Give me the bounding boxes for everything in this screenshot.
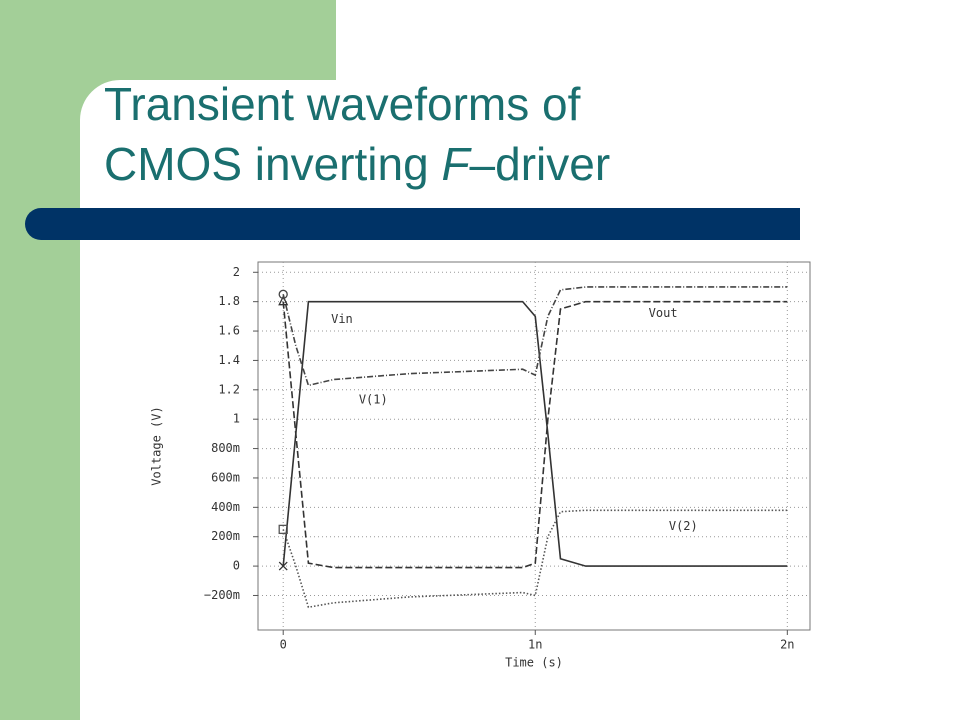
y-tick-label: 200m <box>211 529 240 543</box>
series-marker <box>278 561 288 571</box>
series-marker <box>278 289 288 299</box>
y-tick-label: 1.4 <box>218 353 240 367</box>
series-label: Vout <box>649 306 678 320</box>
y-tick-label: 1.2 <box>218 382 240 396</box>
y-tick-label: −200m <box>204 588 240 602</box>
y-tick-label: 400m <box>211 500 240 514</box>
y-tick-label: 1.6 <box>218 324 240 338</box>
x-tick-label: 2n <box>780 638 794 652</box>
y-tick-label: 2 <box>233 265 240 279</box>
x-axis-label: Time (s) <box>505 656 563 670</box>
title-line: Transient waveforms of <box>104 78 581 130</box>
title-line: CMOS inverting <box>104 138 441 190</box>
y-tick-label: 1 <box>233 412 240 426</box>
y-tick-label: 600m <box>211 470 240 484</box>
corner <box>80 80 120 120</box>
y-tick-label: 1.8 <box>218 294 240 308</box>
series-line <box>282 300 788 569</box>
y-axis-label: Voltage (V) <box>150 406 164 485</box>
side-bar <box>0 0 80 720</box>
series-label: V(1) <box>359 393 388 407</box>
series-marker <box>278 295 289 306</box>
plot-frame <box>257 261 811 631</box>
series-marker <box>278 524 288 535</box>
x-tick-label: 0 <box>280 638 287 652</box>
title-italic: F <box>441 138 472 190</box>
series-line <box>282 286 788 387</box>
series-label: Vin <box>331 312 353 326</box>
y-tick-label: 0 <box>233 559 240 573</box>
x-tick-label: 1n <box>528 638 542 652</box>
title-rule <box>25 208 800 240</box>
y-tick-label: 800m <box>211 441 240 455</box>
series-line <box>282 300 788 567</box>
top-bar <box>80 0 336 80</box>
slide-title: Transient waveforms of CMOS inverting F–… <box>104 78 610 190</box>
title-line: –driver <box>470 138 611 190</box>
series-line <box>282 509 788 609</box>
series-label: V(2) <box>669 519 698 533</box>
plot: −200m 0 200m 400m 600m 800m 1 1.2 1.4 1.6 1.8 2 0 1n 2… <box>150 261 811 670</box>
